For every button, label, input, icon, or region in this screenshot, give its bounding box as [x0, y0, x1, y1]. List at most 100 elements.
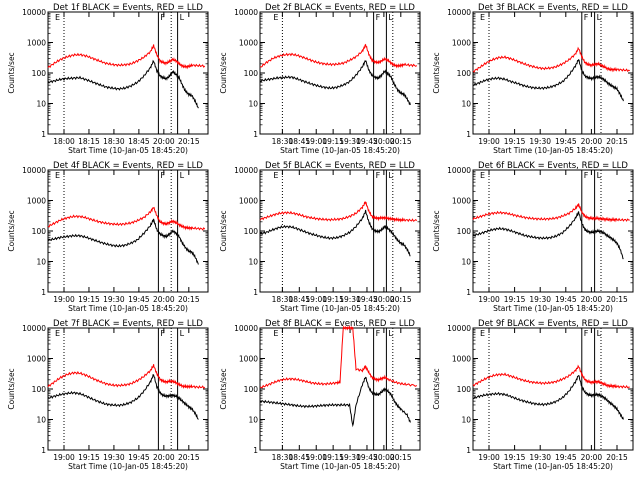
x-tick-label: 20:00 [153, 295, 175, 304]
marker-label: E [480, 13, 485, 22]
y-tick-label: 1 [466, 446, 471, 455]
panel-title: Det 3f BLACK = Events, RED = LLD [478, 3, 628, 13]
panel-det-9: Det 9f BLACK = Events, RED = LLD 1 10 100 10… [432, 319, 634, 471]
marker-label: E [273, 329, 278, 338]
y-tick-label: 1000 [452, 39, 471, 48]
x-tick-label: 18:30 [272, 295, 294, 304]
marker-label: F [160, 329, 165, 338]
y-tick-label: 100 [32, 69, 47, 78]
x-tick-label: 19:45 [128, 453, 150, 462]
marker-label: L [180, 329, 185, 338]
series-lld-line [47, 364, 206, 390]
y-tick-label: 10000 [234, 166, 258, 175]
y-tick-label: 1 [253, 130, 258, 139]
series-events-line [47, 374, 199, 420]
panel-title: Det 7f BLACK = Events, RED = LLD [53, 319, 203, 329]
x-axis-label: Start Time (10-Jan-05 18:45:20) [280, 146, 400, 155]
x-tick-label: 20:15 [606, 137, 628, 146]
x-tick-label: 19:00 [305, 295, 327, 304]
y-tick-label: 100 [244, 69, 259, 78]
marker-label: L [597, 171, 602, 180]
y-tick-label: 10 [36, 100, 46, 109]
panel-title: Det 1f BLACK = Events, RED = LLD [53, 3, 203, 13]
x-tick-label: 19:45 [356, 137, 378, 146]
x-tick-label: 19:00 [478, 137, 500, 146]
y-tick-label: 1000 [239, 355, 258, 364]
y-tick-label: 1000 [27, 355, 46, 364]
series-lld-line [259, 201, 418, 223]
plot-frame [259, 169, 421, 293]
y-axis-label: Counts/sec [432, 52, 441, 93]
series-events-line [472, 211, 624, 260]
x-tick-label: 18:15 [78, 137, 100, 146]
panel-det-5: Det 5f BLACK = Events, RED = LLD 1 10 100 10… [219, 161, 421, 313]
x-tick-label: 19:00 [305, 137, 327, 146]
x-tick-label: 19:45 [356, 295, 378, 304]
marker-label: E [55, 171, 60, 180]
marker-label: F [376, 329, 381, 338]
y-tick-label: 100 [457, 385, 472, 394]
y-tick-label: 10 [36, 258, 46, 267]
y-axis-label: Counts/sec [219, 210, 228, 251]
x-tick-label: 20:00 [581, 295, 603, 304]
marker-label: L [180, 171, 185, 180]
series-events-line [259, 376, 411, 428]
x-tick-label: 19:15 [322, 453, 344, 462]
panel-det-3: Det 3f BLACK = Events, RED = LLD 1 10 100 10… [432, 3, 634, 155]
y-axis-label: Counts/sec [432, 368, 441, 409]
x-tick-label: 19:15 [78, 453, 100, 462]
y-tick-label: 1000 [452, 197, 471, 206]
y-tick-label: 10000 [234, 324, 258, 333]
x-tick-label: 19:30 [529, 295, 551, 304]
y-tick-label: 1000 [239, 39, 258, 48]
y-tick-label: 100 [32, 385, 47, 394]
y-tick-label: 1 [253, 446, 258, 455]
x-tick-label: 19:15 [504, 453, 526, 462]
marker-label: E [480, 329, 485, 338]
marker-label: L [388, 329, 393, 338]
y-tick-label: 100 [32, 227, 47, 236]
y-tick-label: 1 [466, 288, 471, 297]
panel-det-8: Det 8f BLACK = Events, RED = LLD 1 10 100 10… [219, 319, 421, 471]
marker-label: F [376, 171, 381, 180]
y-tick-label: 100 [457, 69, 472, 78]
panel-det-6: Det 6f BLACK = Events, RED = LLD 1 10 100 10… [432, 161, 634, 313]
series-events-line [259, 209, 411, 257]
x-axis-label: Start Time (10-Jan-05 18:45:20) [68, 304, 188, 313]
marker-label: F [584, 13, 589, 22]
series-events-line [47, 59, 199, 109]
marker-label: L [597, 13, 602, 22]
x-tick-label: 20:15 [390, 137, 412, 146]
marker-label: L [388, 171, 393, 180]
x-tick-label: 19:30 [339, 137, 361, 146]
y-tick-label: 10 [36, 416, 46, 425]
plot-frame [472, 327, 634, 451]
x-axis-label: Start Time (10-Jan-05 18:45:20) [280, 462, 400, 471]
x-tick-label: 19:15 [322, 137, 344, 146]
marker-label: F [376, 13, 381, 22]
x-tick-label: 20:15 [606, 453, 628, 462]
y-tick-label: 1 [41, 446, 46, 455]
x-tick-label: 20:00 [153, 453, 175, 462]
y-tick-label: 10 [248, 100, 258, 109]
y-tick-label: 1000 [452, 355, 471, 364]
plot-frame [472, 11, 634, 135]
x-tick-label: 20:15 [390, 453, 412, 462]
x-tick-label: 19:45 [128, 295, 150, 304]
y-tick-label: 1 [41, 130, 46, 139]
x-tick-label: 19:45 [555, 137, 577, 146]
x-tick-label: 20:00 [581, 137, 603, 146]
marker-label: E [273, 171, 278, 180]
y-tick-label: 100 [244, 227, 259, 236]
x-tick-label: 18:00 [53, 137, 75, 146]
panel-title: Det 9f BLACK = Events, RED = LLD [478, 319, 628, 329]
series-lld-line [472, 46, 630, 73]
x-axis-label: Start Time (10-Jan-05 18:45:20) [68, 146, 188, 155]
series-events-line [47, 218, 199, 265]
x-tick-label: 18:45 [289, 295, 311, 304]
y-tick-label: 1 [41, 288, 46, 297]
plot-frame [259, 327, 421, 451]
x-tick-label: 20:15 [606, 295, 628, 304]
x-tick-label: 18:30 [272, 453, 294, 462]
